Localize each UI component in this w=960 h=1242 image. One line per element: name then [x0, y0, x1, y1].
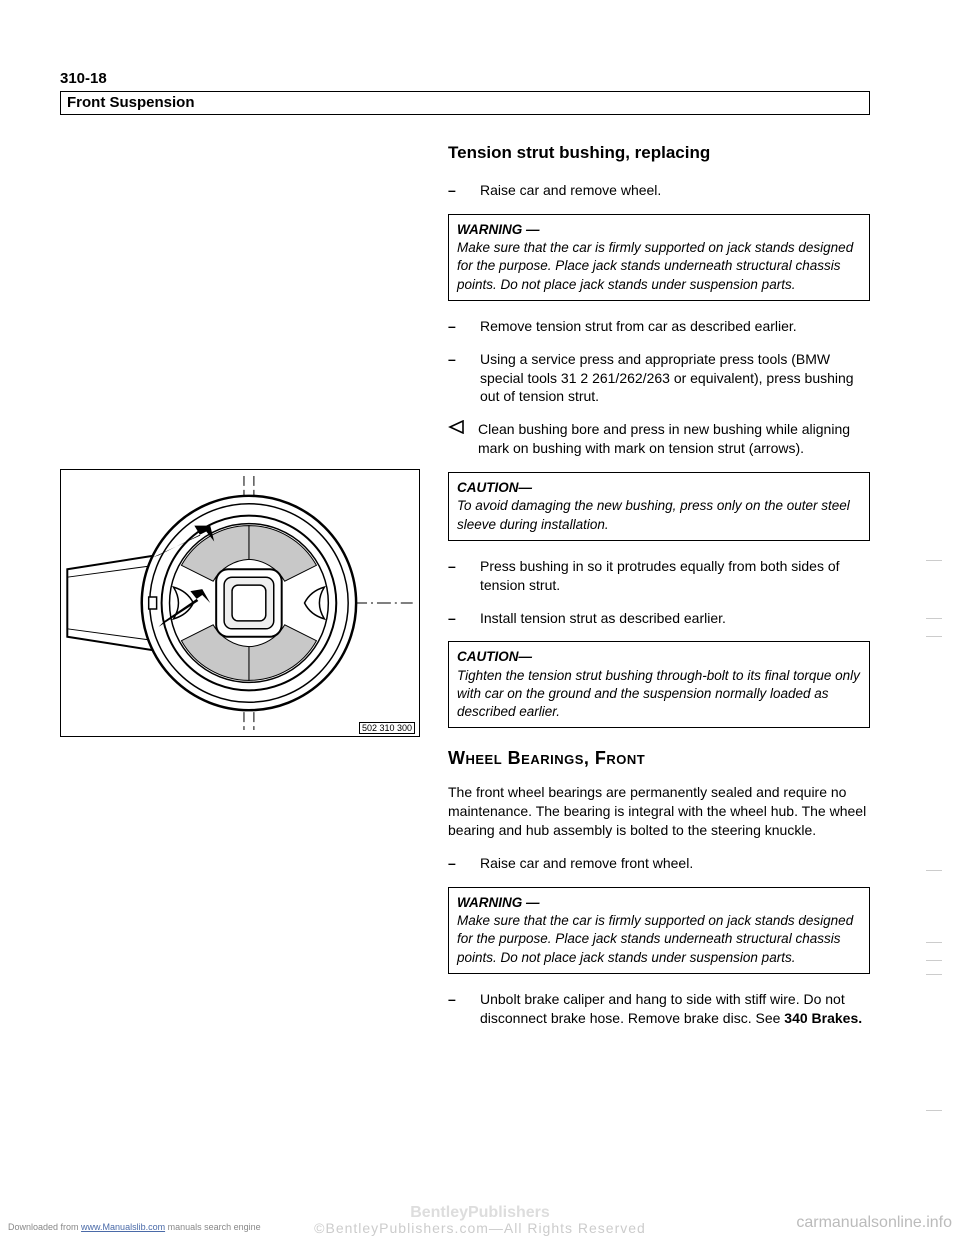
warning-title: WARNING —	[457, 895, 540, 910]
content-columns: 502 310 300 Tension strut bushing, repla…	[60, 143, 870, 1042]
tick-mark	[926, 1110, 942, 1111]
header-bar: Front Suspension	[60, 91, 870, 115]
warning-body: Make sure that the car is firmly support…	[457, 239, 861, 294]
dash-bullet: –	[448, 557, 462, 595]
caution-body: Tighten the tension strut bushing throug…	[457, 667, 861, 722]
warning-box-2: WARNING — Make sure that the car is firm…	[448, 887, 870, 974]
step-raise-front: – Raise car and remove front wheel.	[448, 854, 870, 873]
tick-mark	[926, 974, 942, 975]
step-text: Raise car and remove front wheel.	[480, 854, 870, 873]
tick-mark	[926, 560, 942, 561]
caution-title: CAUTION—	[457, 649, 532, 664]
dash-bullet: –	[448, 990, 462, 1028]
step-text: Remove tension strut from car as describ…	[480, 317, 870, 336]
dash-bullet: –	[448, 609, 462, 628]
dl-post: manuals search engine	[165, 1222, 261, 1232]
step-text: Unbolt brake caliper and hang to side wi…	[480, 990, 870, 1028]
wheel-bearings-intro: The front wheel bearings are permanently…	[448, 783, 870, 840]
step-raise-car: – Raise car and remove wheel.	[448, 181, 870, 200]
caution-box-1: CAUTION— To avoid damaging the new bushi…	[448, 472, 870, 541]
caution-box-2: CAUTION— Tighten the tension strut bushi…	[448, 641, 870, 728]
dl-pre: Downloaded from	[8, 1222, 81, 1232]
header-title: Front Suspension	[67, 94, 195, 111]
warning-body: Make sure that the car is firmly support…	[457, 912, 861, 967]
step-inner-text: Clean bushing bore and press in new bush…	[478, 421, 850, 456]
dash-bullet: –	[448, 317, 462, 336]
step-text: Raise car and remove wheel.	[480, 181, 870, 200]
tick-mark	[926, 960, 942, 961]
step-text: Install tension strut as described earli…	[480, 609, 870, 628]
page-number: 310-18	[60, 70, 870, 87]
tick-mark	[926, 636, 942, 637]
step-bold-ref: 340 Brakes.	[784, 1010, 862, 1026]
bushing-svg	[61, 470, 419, 736]
caution-title: CAUTION—	[457, 480, 532, 495]
section-heading-bushing: Tension strut bushing, replacing	[448, 143, 870, 163]
triangle-left-icon	[448, 420, 466, 458]
dash-bullet: –	[448, 854, 462, 873]
step-press-in: – Press bushing in so it protrudes equal…	[448, 557, 870, 595]
section-heading-wheel-bearings: Wheel Bearings, Front	[448, 748, 870, 769]
margin-tick-marks	[932, 0, 942, 1242]
right-column: Tension strut bushing, replacing – Raise…	[448, 143, 870, 1042]
tick-mark	[926, 618, 942, 619]
left-column: 502 310 300	[60, 143, 420, 1042]
step-install-strut: – Install tension strut as described ear…	[448, 609, 870, 628]
warning-box-1: WARNING — Make sure that the car is firm…	[448, 214, 870, 301]
step-text: Clean bushing bore and press in new bush…	[478, 420, 870, 458]
warning-title: WARNING —	[457, 222, 540, 237]
download-attribution: Downloaded from www.Manualslib.com manua…	[8, 1222, 261, 1232]
step-clean-press: Clean bushing bore and press in new bush…	[448, 420, 870, 458]
caution-body: To avoid damaging the new bushing, press…	[457, 497, 861, 533]
dash-bullet: –	[448, 181, 462, 200]
step-text: Using a service press and appropriate pr…	[480, 350, 870, 407]
manualslib-link[interactable]: www.Manualslib.com	[81, 1222, 165, 1232]
step-remove-strut: – Remove tension strut from car as descr…	[448, 317, 870, 336]
step-text: Press bushing in so it protrudes equally…	[480, 557, 870, 595]
diagram-id-label: 502 310 300	[359, 722, 415, 734]
dash-bullet: –	[448, 350, 462, 407]
tick-mark	[926, 942, 942, 943]
step-unbolt-caliper: – Unbolt brake caliper and hang to side …	[448, 990, 870, 1028]
watermark-right: carmanualsonline.info	[796, 1214, 952, 1232]
step-press-out: – Using a service press and appropriate …	[448, 350, 870, 407]
tick-mark	[926, 870, 942, 871]
bushing-diagram: 502 310 300	[60, 469, 420, 737]
